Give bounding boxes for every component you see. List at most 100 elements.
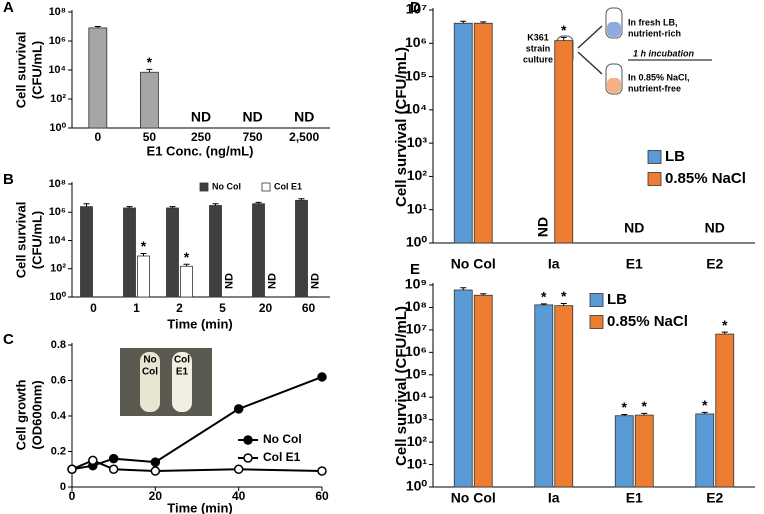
label-line: In fresh LB, xyxy=(628,17,678,27)
legend-label: Col E1 xyxy=(263,450,301,464)
x-tick-label: 2,500 xyxy=(289,130,319,144)
x-tick-label: 20 xyxy=(149,489,163,503)
y-tick-label: 10² xyxy=(50,93,66,105)
y-tick-label: 10⁶ xyxy=(405,34,427,50)
significance-marker: * xyxy=(622,399,628,415)
x-tick-label: E1 xyxy=(626,256,643,272)
y-tick-label: 10⁶ xyxy=(49,206,66,218)
error-bar xyxy=(146,68,153,73)
y-tick-label: 10⁴ xyxy=(48,64,66,76)
x-tick-label: E2 xyxy=(706,490,723,506)
bar xyxy=(295,199,308,298)
x-tick-label: E1 xyxy=(626,490,643,506)
x-axis-label: Time (min) xyxy=(167,316,233,331)
y-tick-label: 10⁰ xyxy=(49,122,66,134)
label-line: No xyxy=(143,355,156,366)
y-tick-label: 10⁰ xyxy=(406,234,428,250)
y-tick-label: 10⁴ xyxy=(405,388,428,404)
point xyxy=(150,457,161,467)
significance-marker: * xyxy=(561,288,567,304)
y-axis-label: (CFU/mL) xyxy=(29,41,44,100)
x-tick-label: 1 xyxy=(133,301,140,315)
nd-marker: ND xyxy=(266,273,278,289)
x-tick-label: 50 xyxy=(143,130,157,144)
x-tick-label: No Col xyxy=(451,490,496,506)
bar xyxy=(139,71,159,129)
arrow xyxy=(577,51,603,75)
error-bar xyxy=(83,203,90,207)
y-tick-label: 0.2 xyxy=(51,445,66,457)
x-tick-label: 250 xyxy=(191,130,211,144)
nd-marker: ND xyxy=(223,273,235,289)
error-bar xyxy=(721,331,728,335)
x-tick-label: Ia xyxy=(548,490,560,506)
y-tick-label: 10² xyxy=(50,263,66,275)
point xyxy=(88,455,98,466)
y-tick-label: 10¹ xyxy=(407,200,428,216)
y-tick-label: 10⁷ xyxy=(406,1,428,17)
error-bar xyxy=(169,206,176,208)
y-tick-label: 0.4 xyxy=(51,410,67,422)
y-tick-label: 10⁴ xyxy=(48,234,66,246)
category-marker: ND xyxy=(705,220,725,236)
significance-marker: * xyxy=(541,289,547,305)
significance-marker: * xyxy=(722,317,728,333)
legend-marker xyxy=(243,435,253,445)
y-tick-label: 10⁵ xyxy=(405,67,427,83)
point xyxy=(317,372,327,382)
y-tick-label: 10⁷ xyxy=(406,321,428,337)
y-axis-label: Cell survival (CFU/mL) xyxy=(393,47,410,207)
legend-swatch xyxy=(199,182,209,192)
nd-marker: ND xyxy=(294,109,314,125)
error-bar xyxy=(126,206,133,208)
panel-letter: C xyxy=(3,331,14,348)
nd-marker: ND xyxy=(534,217,550,237)
bar xyxy=(634,414,654,488)
lb-liquid xyxy=(607,22,621,37)
incubation-label: 1 h incubation xyxy=(633,48,695,58)
x-tick-label: 5 xyxy=(219,301,226,315)
error-bar xyxy=(183,263,190,267)
y-tick-label: 10⁸ xyxy=(405,298,427,314)
panel-letter: A xyxy=(3,0,14,16)
x-tick-label: 0 xyxy=(69,489,76,503)
error-bar xyxy=(212,203,219,206)
y-axis-label: (CFU/mL) xyxy=(29,211,44,270)
bar xyxy=(554,40,574,244)
panel-letter: E xyxy=(410,261,420,278)
legend-swatch xyxy=(647,172,662,186)
point xyxy=(108,464,119,474)
bar xyxy=(180,265,193,298)
error-bar xyxy=(460,20,467,24)
label-line: K361 xyxy=(527,32,549,42)
x-tick-label: Ia xyxy=(548,256,560,272)
nd-marker: ND xyxy=(242,109,262,125)
bar xyxy=(252,203,265,298)
legend-label: No Col xyxy=(212,181,241,191)
error-bar xyxy=(460,287,467,290)
y-axis-label: Cell survival (CFU/mL) xyxy=(393,306,410,466)
point xyxy=(317,466,327,476)
y-tick-label: 10⁸ xyxy=(49,6,66,18)
significance-marker: * xyxy=(561,22,567,38)
point xyxy=(233,464,244,474)
category-marker: ND xyxy=(624,220,644,236)
error-bar xyxy=(540,303,547,305)
y-tick-label: 10⁶ xyxy=(49,35,66,47)
y-tick-label: 10⁰ xyxy=(49,291,66,303)
error-bar xyxy=(298,198,305,201)
significance-marker: * xyxy=(147,54,153,70)
significance-marker: * xyxy=(642,398,648,414)
y-tick-label: 10³ xyxy=(407,410,428,426)
error-bar xyxy=(701,411,708,414)
y-axis-label: (OD600nm) xyxy=(29,380,44,449)
bar xyxy=(80,206,93,298)
label-line: E1 xyxy=(176,367,189,378)
x-tick-label: 2 xyxy=(176,301,183,315)
y-tick-label: 0.8 xyxy=(51,339,66,351)
nd-marker: ND xyxy=(191,109,211,125)
legend-swatch xyxy=(261,182,271,192)
y-tick-label: 10⁶ xyxy=(405,343,427,359)
y-tick-label: 10⁹ xyxy=(405,276,427,292)
legend-label: 0.85% NaCl xyxy=(665,170,746,187)
